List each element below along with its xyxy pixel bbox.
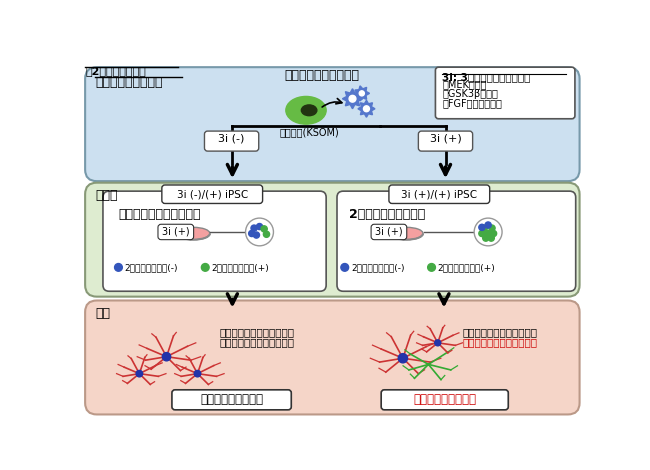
- Circle shape: [488, 235, 495, 241]
- Ellipse shape: [286, 96, 326, 124]
- Text: 分化成熟能力が低い: 分化成熟能力が低い: [200, 393, 263, 407]
- Text: ・GSK3β阻害剤: ・GSK3β阻害剤: [443, 89, 499, 99]
- FancyBboxPatch shape: [371, 224, 407, 240]
- Circle shape: [483, 235, 489, 241]
- Text: 転写因子(KSOM): 転写因子(KSOM): [280, 127, 340, 137]
- Polygon shape: [343, 89, 363, 109]
- Circle shape: [428, 264, 436, 271]
- Circle shape: [485, 230, 491, 236]
- Ellipse shape: [177, 227, 210, 240]
- Circle shape: [398, 353, 408, 363]
- Circle shape: [194, 370, 201, 377]
- Circle shape: [263, 231, 270, 237]
- FancyBboxPatch shape: [85, 67, 580, 181]
- Circle shape: [479, 230, 485, 236]
- Ellipse shape: [302, 105, 317, 116]
- Circle shape: [249, 230, 255, 236]
- Circle shape: [341, 264, 348, 271]
- Text: グリア細胞への分化が速い: グリア細胞への分化が速い: [463, 337, 538, 347]
- Text: リプログラミング期: リプログラミング期: [95, 76, 162, 89]
- Text: 維持期: 維持期: [95, 189, 118, 202]
- Text: 図2．本研究の概要: 図2．本研究の概要: [85, 66, 146, 76]
- FancyBboxPatch shape: [205, 131, 259, 151]
- Circle shape: [254, 232, 259, 238]
- Text: グリア細胞への分化が遅い: グリア細胞への分化が遅い: [219, 337, 294, 347]
- Text: マウス胎児線維芽細胞: マウス胎児線維芽細胞: [284, 69, 359, 82]
- Text: ・MEK阻害剤: ・MEK阻害剤: [443, 79, 487, 89]
- Text: 3i (+): 3i (+): [375, 226, 403, 236]
- Text: 2細胞期マーカー(+): 2細胞期マーカー(+): [211, 263, 269, 272]
- Text: 2細胞期マーカー(-): 2細胞期マーカー(-): [351, 263, 404, 272]
- Circle shape: [202, 264, 209, 271]
- FancyBboxPatch shape: [419, 131, 473, 151]
- Circle shape: [479, 224, 485, 230]
- Text: 分化成熟能力が高い: 分化成熟能力が高い: [413, 393, 476, 407]
- Text: 3i (+)/(+) iPSC: 3i (+)/(+) iPSC: [401, 189, 477, 199]
- Circle shape: [491, 230, 497, 236]
- Circle shape: [435, 340, 441, 346]
- FancyBboxPatch shape: [436, 67, 575, 119]
- Text: ニューロンへの分化は速い: ニューロンへの分化は速い: [463, 328, 538, 337]
- FancyBboxPatch shape: [381, 390, 508, 410]
- FancyBboxPatch shape: [158, 224, 194, 240]
- Text: 3i: 3種類の化合物カクテル: 3i: 3種類の化合物カクテル: [443, 72, 531, 83]
- Circle shape: [359, 91, 365, 96]
- FancyBboxPatch shape: [103, 191, 326, 291]
- Circle shape: [481, 225, 488, 231]
- Text: 3i (+): 3i (+): [162, 226, 190, 236]
- Circle shape: [136, 370, 142, 377]
- Circle shape: [251, 225, 257, 231]
- Circle shape: [349, 95, 356, 102]
- FancyBboxPatch shape: [337, 191, 576, 291]
- FancyBboxPatch shape: [85, 300, 580, 415]
- Text: ・FGF受容体阻害剤: ・FGF受容体阻害剤: [443, 98, 502, 108]
- Circle shape: [162, 352, 171, 361]
- Circle shape: [363, 106, 369, 112]
- Text: 3i (-): 3i (-): [218, 134, 245, 144]
- FancyBboxPatch shape: [162, 185, 263, 204]
- Polygon shape: [355, 86, 370, 101]
- Circle shape: [485, 222, 491, 228]
- Polygon shape: [358, 100, 375, 117]
- Text: 3i (-)/(+) iPSC: 3i (-)/(+) iPSC: [177, 189, 248, 199]
- FancyBboxPatch shape: [85, 183, 580, 297]
- Text: ニューロンへの分化は速い: ニューロンへの分化は速い: [219, 328, 294, 337]
- Text: ２細胞期マーカー少ない: ２細胞期マーカー少ない: [118, 208, 201, 221]
- Text: 2細胞期マーカー(+): 2細胞期マーカー(+): [437, 263, 495, 272]
- Circle shape: [261, 226, 267, 232]
- Text: 2細胞期マーカー(-): 2細胞期マーカー(-): [125, 263, 178, 272]
- Circle shape: [246, 218, 274, 246]
- Circle shape: [489, 225, 495, 231]
- Circle shape: [114, 264, 122, 271]
- Ellipse shape: [391, 227, 423, 240]
- Text: 2細胞期マーカー多い: 2細胞期マーカー多い: [348, 208, 425, 221]
- FancyBboxPatch shape: [172, 390, 291, 410]
- Text: 3i (+): 3i (+): [430, 134, 462, 144]
- Text: 分化: 分化: [95, 306, 110, 320]
- Circle shape: [474, 218, 502, 246]
- FancyBboxPatch shape: [389, 185, 489, 204]
- Circle shape: [256, 224, 263, 230]
